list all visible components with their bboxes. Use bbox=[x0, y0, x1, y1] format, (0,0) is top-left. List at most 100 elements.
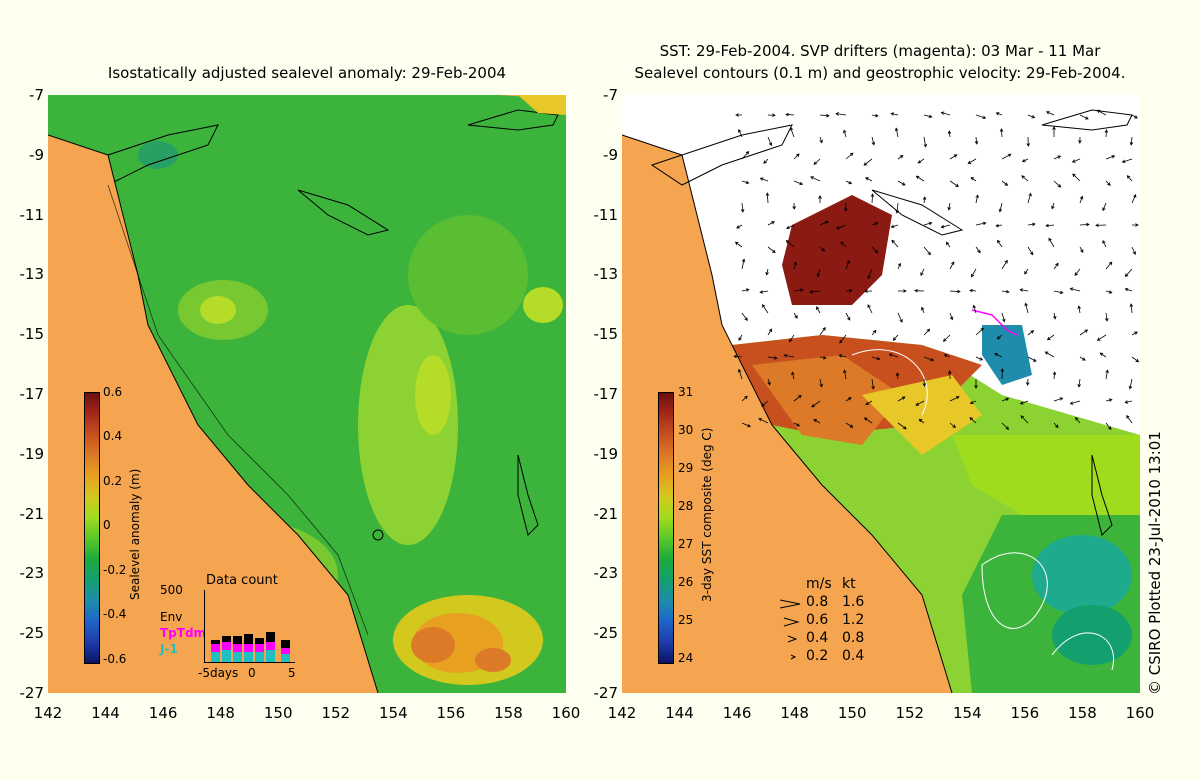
velocity-arrow bbox=[1079, 246, 1084, 254]
velocity-arrow bbox=[1129, 136, 1134, 146]
velocity-arrow bbox=[1072, 173, 1081, 182]
sst-colorbar-title: 3-day SST composite (deg C) bbox=[700, 427, 714, 602]
velocity-arrow bbox=[1095, 223, 1107, 228]
velocity-arrow bbox=[1001, 422, 1010, 430]
velocity-arrow bbox=[736, 224, 743, 229]
right-lat-label: -13 bbox=[593, 265, 619, 284]
sst-tick-31: 31 bbox=[678, 385, 694, 399]
velocity-legend-row-0.8-kt: 1.6 bbox=[842, 594, 865, 610]
velocity-arrow bbox=[863, 417, 873, 424]
velocity-arrow bbox=[1131, 114, 1138, 119]
velocity-arrow bbox=[915, 175, 925, 182]
right-lat-label: -23 bbox=[593, 564, 619, 583]
velocity-arrow bbox=[894, 127, 899, 138]
left-lon-label: 152 bbox=[321, 704, 351, 722]
velocity-arrow bbox=[1105, 312, 1109, 322]
velocity-arrow bbox=[971, 268, 977, 278]
velocity-arrow bbox=[947, 202, 951, 211]
velocity-arrow bbox=[949, 312, 954, 321]
velocity-arrow bbox=[918, 418, 925, 424]
velocity-legend-row-0.4-kt: 0.8 bbox=[842, 630, 865, 646]
velocity-arrow bbox=[1077, 378, 1081, 388]
velocity-arrow bbox=[864, 289, 873, 293]
velocity-arrow bbox=[791, 371, 795, 380]
velocity-arrow bbox=[838, 354, 847, 358]
velocity-arrow bbox=[816, 268, 821, 278]
velocity-arrow bbox=[975, 356, 984, 361]
left-lat-label: -25 bbox=[19, 624, 45, 643]
velocity-arrow bbox=[871, 329, 877, 336]
velocity-arrow bbox=[923, 136, 928, 148]
velocity-arrow bbox=[917, 158, 925, 164]
velocity-arrow bbox=[940, 111, 951, 116]
left-lat-label: -7 bbox=[29, 86, 44, 104]
velocity-arrow bbox=[1077, 305, 1081, 314]
right-lat-label: -19 bbox=[593, 444, 619, 463]
velocity-arrow bbox=[949, 289, 961, 294]
velocity-arrow bbox=[819, 246, 826, 252]
velocity-arrow bbox=[1048, 237, 1055, 248]
sst-tick-25: 25 bbox=[678, 613, 694, 627]
velocity-arrow bbox=[1131, 356, 1140, 363]
velocity-arrow bbox=[940, 224, 951, 229]
velocity-arrow bbox=[734, 241, 743, 248]
left-lat-label: -19 bbox=[19, 444, 45, 463]
velocity-arrow bbox=[1052, 312, 1057, 320]
velocity-arrow bbox=[1001, 289, 1010, 294]
velocity-arrow bbox=[974, 136, 979, 145]
velocity-arrow bbox=[786, 224, 795, 230]
left-lat-label: -13 bbox=[19, 265, 45, 284]
left-lon-label: 142 bbox=[33, 704, 63, 722]
sst-tick-27: 27 bbox=[678, 537, 694, 551]
velocity-arrow bbox=[761, 304, 769, 314]
velocity-arrow bbox=[975, 221, 987, 226]
velocity-arrow bbox=[975, 194, 979, 204]
left-lon-label: 158 bbox=[494, 704, 523, 722]
velocity-arrow bbox=[1105, 180, 1111, 186]
velocity-arrow bbox=[1019, 400, 1029, 405]
velocity-arrow bbox=[819, 378, 823, 388]
velocity-arrow bbox=[758, 418, 769, 424]
velocity-arrow bbox=[1105, 155, 1116, 160]
velocity-arrow bbox=[897, 180, 906, 186]
velocity-arrow bbox=[923, 328, 931, 336]
velocity-arrow bbox=[767, 136, 773, 147]
velocity-arrow bbox=[890, 112, 899, 116]
velocity-arrow bbox=[819, 113, 830, 118]
right-lat-label: -25 bbox=[593, 624, 619, 643]
velocity-legend-row-0.6-kt: 1.2 bbox=[842, 612, 865, 628]
velocity-arrow bbox=[789, 334, 795, 343]
velocity-arrow bbox=[809, 290, 821, 294]
velocity-arrow bbox=[741, 312, 748, 321]
velocity-arrow bbox=[845, 180, 853, 185]
velocity-arrow bbox=[1124, 268, 1133, 278]
right-lon-label: 142 bbox=[607, 704, 637, 722]
velocity-arrow bbox=[1052, 371, 1057, 380]
data-count-label-env: Env bbox=[160, 610, 183, 624]
velocity-arrow bbox=[914, 288, 925, 293]
velocity-arrow bbox=[741, 288, 750, 292]
velocity-arrow bbox=[813, 419, 821, 424]
left-lat-label: -11 bbox=[19, 205, 45, 224]
velocity-arrow bbox=[1079, 195, 1084, 204]
velocity-arrow bbox=[974, 379, 978, 389]
velocity-arrow bbox=[835, 112, 847, 116]
velocity-arrow bbox=[761, 400, 769, 407]
velocity-arrow bbox=[895, 202, 899, 214]
velocity-arrow bbox=[813, 158, 821, 165]
velocity-legend-row-0.8-ms: 0.8 bbox=[806, 594, 829, 610]
velocity-arrow bbox=[1105, 261, 1113, 270]
velocity-legend-header-kt: kt bbox=[842, 576, 856, 592]
right-lat-label: -27 bbox=[593, 684, 619, 702]
velocity-arrow bbox=[740, 202, 745, 213]
velocity-arrow bbox=[949, 261, 955, 270]
left-lat-label: -27 bbox=[19, 684, 45, 702]
sealevel-tick-neg0.6: -0.6 bbox=[103, 652, 127, 666]
velocity-arrow bbox=[871, 356, 881, 361]
velocity-arrow bbox=[1099, 352, 1107, 358]
velocity-arrow bbox=[793, 422, 801, 427]
velocity-arrow bbox=[845, 312, 851, 321]
sealevel-tick-neg0.2: -0.2 bbox=[103, 563, 127, 577]
velocity-arrow bbox=[942, 334, 951, 342]
velocity-arrow bbox=[995, 223, 1003, 228]
